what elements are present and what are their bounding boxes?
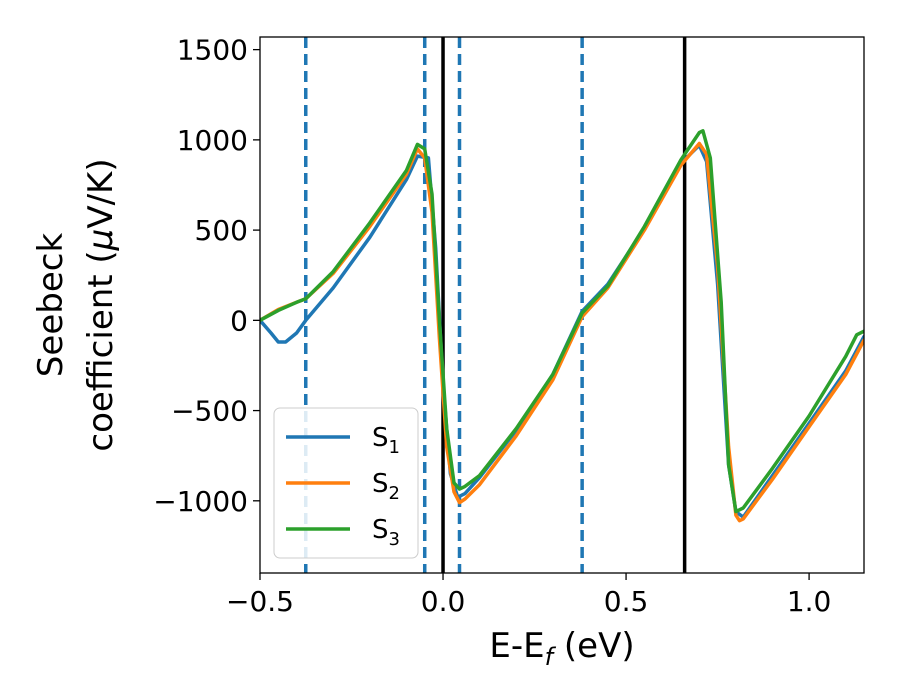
y-ticks: −1000 −500 0 500 1000 1500 [153,34,260,518]
y-tick-label: −500 [171,395,248,428]
series-line-S3 [260,129,864,514]
y-tick-label: 500 [195,214,248,247]
x-tick-label: −0.5 [226,585,294,618]
y-axis-title-line2: coefficient (μV/K) [81,158,121,451]
x-tick-label: 1.0 [787,585,832,618]
plot-frame [259,36,865,574]
series-lines [260,129,864,523]
legend: S1 S2 S3 [273,407,419,559]
legend-label-S3: S3 [372,515,400,550]
x-axis-title: E-Ef (eV) [489,626,634,671]
y-tick-label: 1000 [177,124,248,157]
y-axis-title-line1: Seebeck [31,233,71,378]
y-tick-label: 1500 [177,34,248,67]
y-tick-label: −1000 [153,485,248,518]
series-line-S2 [260,141,864,523]
legend-label-S2: S2 [372,469,400,504]
legend-label-S1: S1 [372,423,400,458]
y-tick-label: 0 [230,304,248,337]
x-tick-label: 0.0 [421,585,466,618]
x-ticks: −0.5 0.0 0.5 1.0 [226,573,831,618]
x-tick-label: 0.5 [604,585,649,618]
